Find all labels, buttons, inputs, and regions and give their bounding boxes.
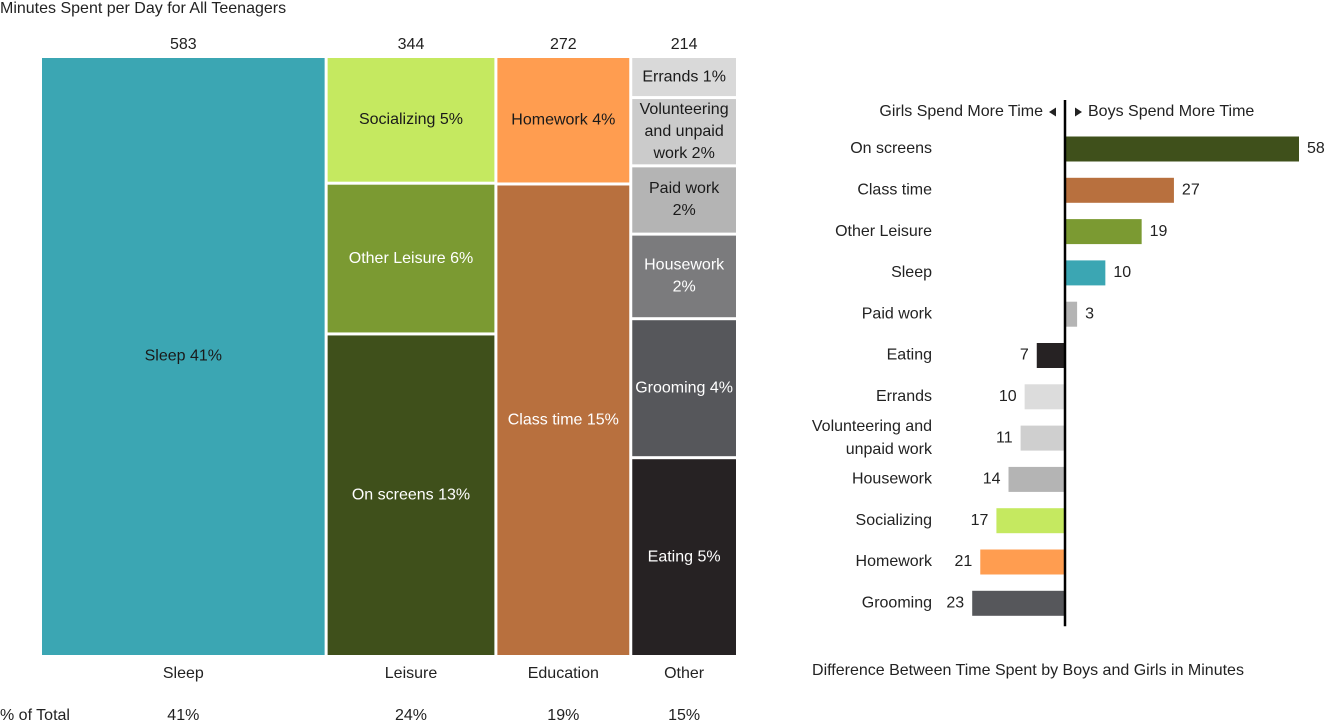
column-total-label: 583 [170,36,197,53]
bar-value-label: 58 [1307,140,1325,157]
diverging-bar [1065,260,1106,286]
mosaic-segment [327,58,495,182]
left-arrow-icon [1049,107,1056,117]
bar-category-label: unpaid work [846,441,933,458]
mosaic-segment [327,184,495,333]
diverging-bar [972,590,1065,616]
mosaic-segment [632,459,736,655]
boys-header-label: Boys Spend More Time [1088,103,1254,120]
mosaic-segment-label: Eating 5% [648,548,721,565]
mosaic-segment [632,235,736,318]
bar-value-label: 7 [1020,347,1029,364]
diverging-bar [1065,219,1142,245]
girls-header-label: Girls Spend More Time [879,103,1043,120]
diverging-bar [1020,425,1065,451]
mosaic-segment-label: Socializing 5% [359,111,463,128]
bar-category-label: Housework [852,471,933,488]
diverging-bar [1065,177,1174,203]
bar-category-label: Other Leisure [835,223,932,240]
bar-value-label: 11 [996,429,1013,446]
mosaic-segment [632,167,736,233]
column-category-label: Leisure [385,665,438,682]
mosaic-segment [327,335,495,655]
bar-value-label: 17 [971,512,989,529]
mosaic-segment-label: work 2% [652,145,714,162]
diverging-bar [996,508,1065,534]
bar-value-label: 21 [954,553,972,570]
mosaic-segment [497,185,630,655]
bar-category-label: Eating [887,347,932,364]
mosaic-segment-label: Homework 4% [511,111,615,128]
column-percent-label: 41% [167,707,199,723]
column-total-label: 344 [398,36,425,53]
bar-category-label: Homework [856,553,933,570]
mosaic-segment-label: Housework [644,257,725,274]
mosaic-segment-label: Paid work [649,180,720,197]
column-total-label: 214 [671,36,698,53]
mosaic-segment [42,58,325,655]
bar-value-label: 14 [983,471,1001,488]
mosaic-segment-label: Grooming 4% [635,379,733,396]
percent-of-total-label: % of Total [0,707,70,723]
mosaic-segment [632,99,736,165]
bar-category-label: Errands [876,388,932,405]
bar-category-label: Class time [857,182,932,199]
column-category-label: Sleep [163,665,204,682]
mosaic-segment-label: Sleep 41% [145,348,222,365]
mosaic-title: Minutes Spent per Day for All Teenagers [0,0,286,17]
diverging-bar [1036,343,1065,368]
bar-category-label: Volunteering and [812,418,932,435]
mosaic-segment-label: Errands 1% [642,68,726,85]
bar-category-label: Sleep [891,264,932,281]
mosaic-segment-label: 2% [673,202,696,219]
diverging-bar [980,549,1065,575]
mosaic-segment-label: Class time 15% [508,411,619,428]
bar-value-label: 19 [1150,223,1168,240]
diverging-bar [1065,136,1299,162]
mosaic-segment-label: and unpaid [645,123,724,140]
bar-value-label: 10 [999,388,1017,405]
column-percent-label: 19% [547,707,579,723]
diverging-bar [1008,466,1065,492]
column-percent-label: 24% [395,707,427,723]
diverging-bar [1065,301,1078,327]
bar-category-label: Grooming [862,595,932,612]
bar-value-label: 3 [1085,305,1094,322]
bar-value-label: 27 [1182,182,1200,199]
diverging-bar [1024,384,1065,410]
bar-value-label: 23 [946,595,964,612]
diverging-x-axis-label: Difference Between Time Spent by Boys an… [812,662,1244,679]
bar-category-label: Paid work [862,305,933,322]
mosaic-segment [497,58,630,183]
bar-category-label: Socializing [856,512,932,529]
mosaic-segment [632,320,736,457]
mosaic-segment [632,58,736,97]
right-arrow-icon [1075,107,1082,117]
mosaic-segment-label: Volunteering [640,101,729,118]
mosaic-segment-label: On screens 13% [352,486,470,503]
mosaic-segment-label: Other Leisure 6% [349,250,474,267]
column-category-label: Other [664,665,705,682]
column-category-label: Education [528,665,599,682]
bar-category-label: On screens [850,140,932,157]
mosaic-segment-label: 2% [673,279,696,296]
column-total-label: 272 [550,36,577,53]
column-percent-label: 15% [668,707,700,723]
bar-value-label: 10 [1113,264,1131,281]
